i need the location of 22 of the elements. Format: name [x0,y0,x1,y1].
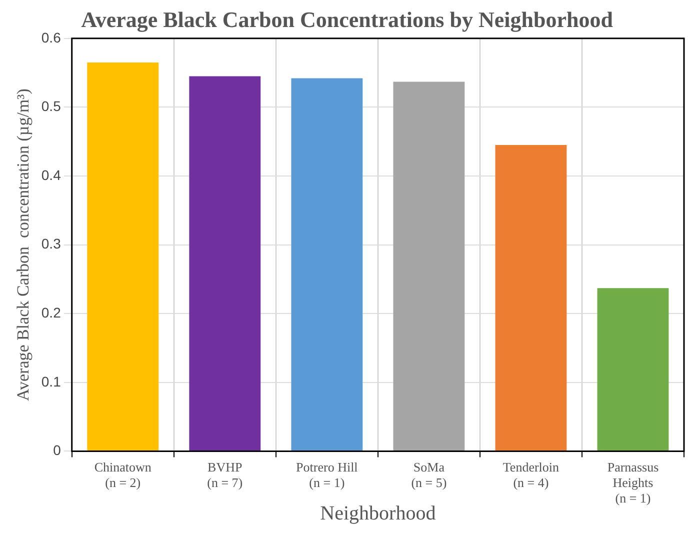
bar [495,145,567,451]
x-tick-label: BVHP (n = 7) [207,459,243,490]
y-tick-label: 0.2 [41,304,62,320]
x-tick-label: Potrero Hill (n = 1) [296,459,358,490]
y-tick-label: 0 [53,442,62,458]
x-tick-label: Chinatown (n = 2) [94,459,152,490]
x-tick-label: Parnassus Heights (n = 1) [607,459,659,506]
y-axis-title: Average Black Carbon concentration (µg/m³) [14,88,33,402]
y-tick-label: 0.4 [41,166,62,183]
bar [597,288,669,451]
x-axis-title: Neighborhood [320,502,436,524]
chart-title: Average Black Carbon Concentrations by Neighborhood [81,6,613,32]
y-tick-label: 0.5 [41,98,62,114]
bar [291,78,363,451]
bar [189,76,261,451]
y-tick-label: 0.3 [41,236,62,252]
x-tick-label: Tenderloin (n = 4) [502,459,560,490]
y-tick-label: 0.6 [41,29,62,46]
y-tick-label: 0.1 [41,373,62,390]
bar [87,62,159,451]
x-tick-label: SoMa (n = 5) [411,459,447,490]
bar [393,82,465,451]
